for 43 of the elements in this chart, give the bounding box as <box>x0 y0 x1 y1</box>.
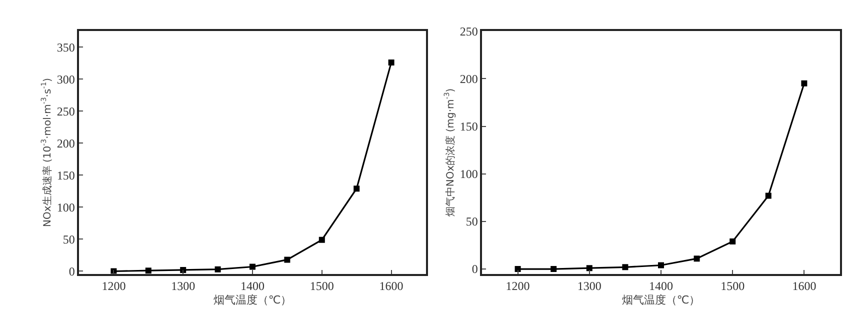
y-tick-label: 0 <box>472 262 478 276</box>
point <box>765 192 772 199</box>
point <box>550 266 557 272</box>
point <box>180 266 186 273</box>
point <box>145 268 152 274</box>
point <box>214 266 221 272</box>
x-tick-label: 1400 <box>240 278 264 293</box>
y-tick-label: 50 <box>62 232 75 246</box>
x-tick-label: 1300 <box>171 278 196 293</box>
y-tick-label: 50 <box>466 214 478 229</box>
y-tick-label: 150 <box>56 168 75 182</box>
y-tick-label: 300 <box>56 72 75 86</box>
x-tick-label: 1400 <box>649 278 673 293</box>
point <box>694 256 700 262</box>
y-tick-label: 0 <box>68 264 75 278</box>
y-tick-label: 100 <box>56 200 75 214</box>
x-tick-label: 1600 <box>792 278 816 293</box>
y-tick-label: 100 <box>460 167 478 182</box>
x-tick-label: 1500 <box>720 278 745 293</box>
point <box>801 80 808 86</box>
point <box>586 265 592 272</box>
y-tick-label: 250 <box>56 104 75 118</box>
point <box>354 186 360 192</box>
x-tick-label: 1200 <box>506 278 530 293</box>
point <box>622 264 628 270</box>
point <box>730 238 736 244</box>
y-tick-label: 150 <box>460 119 478 134</box>
x-tick-label: 1500 <box>310 278 334 293</box>
y-tick-label: 200 <box>460 72 478 86</box>
x-tick-label: 1200 <box>102 278 126 293</box>
y-tick-label: 350 <box>56 40 75 54</box>
x-tick-label: 1600 <box>379 278 404 293</box>
point <box>388 59 394 66</box>
x-tick-label: 1300 <box>577 278 602 293</box>
point <box>514 266 521 272</box>
point <box>658 262 664 268</box>
point <box>284 256 290 263</box>
x-axis-title: 烟气温度（℃） <box>622 294 700 307</box>
y-tick-label: 200 <box>56 136 75 150</box>
point <box>318 236 325 243</box>
point <box>250 264 256 270</box>
y-tick-label: 250 <box>460 24 478 38</box>
x-axis-title: 烟气温度（℃） <box>213 294 292 307</box>
